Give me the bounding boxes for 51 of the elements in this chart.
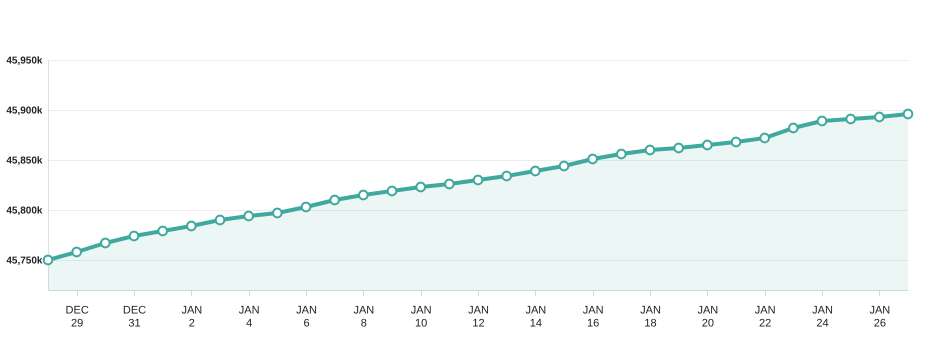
point bbox=[587, 154, 598, 164]
point bbox=[186, 220, 197, 232]
x-tick-label: JAN 22 bbox=[754, 304, 776, 330]
point bbox=[702, 140, 713, 150]
point bbox=[128, 230, 140, 242]
point bbox=[759, 132, 770, 144]
point bbox=[71, 246, 82, 258]
x-tick-label: JAN 16 bbox=[582, 304, 604, 330]
point bbox=[329, 194, 340, 206]
x-tick-label: JAN 24 bbox=[812, 304, 833, 330]
point bbox=[272, 208, 283, 218]
point bbox=[558, 160, 570, 172]
point bbox=[673, 142, 684, 154]
x-tick-label: JAN 10 bbox=[410, 304, 432, 330]
point bbox=[472, 174, 484, 186]
point bbox=[444, 178, 455, 190]
x-tick-label: DEC 29 bbox=[66, 304, 89, 330]
point bbox=[214, 214, 226, 226]
point bbox=[530, 166, 541, 176]
point bbox=[845, 114, 856, 124]
point bbox=[730, 136, 742, 148]
point bbox=[874, 112, 885, 122]
x-tick-label: DEC 31 bbox=[122, 304, 146, 330]
point bbox=[42, 254, 54, 266]
y-tick-label: 45,950k bbox=[6, 56, 43, 66]
point bbox=[243, 210, 254, 222]
point bbox=[501, 170, 512, 182]
point bbox=[300, 202, 312, 212]
x-tick-label: JAN 18 bbox=[640, 304, 661, 330]
x-tick-label: JAN 2 bbox=[181, 304, 202, 330]
point bbox=[616, 148, 627, 160]
x-tick-label: JAN 4 bbox=[238, 304, 260, 330]
point bbox=[157, 226, 168, 236]
y-tick-label: 45,850k bbox=[6, 156, 43, 166]
point bbox=[788, 122, 799, 134]
point bbox=[386, 186, 398, 196]
x-tick-label: JAN 14 bbox=[525, 304, 546, 330]
y-tick-label: 45,800k bbox=[6, 206, 43, 216]
x-tick-label: JAN 12 bbox=[468, 304, 489, 330]
x-tick-label: JAN 26 bbox=[869, 304, 890, 330]
point bbox=[358, 190, 369, 200]
point bbox=[415, 182, 426, 192]
point bbox=[100, 238, 111, 248]
x-tick-label: JAN 8 bbox=[353, 304, 374, 330]
point bbox=[644, 144, 656, 156]
y-tick-label: 45,900k bbox=[6, 106, 43, 116]
x-tick-label: JAN 6 bbox=[296, 304, 317, 330]
point bbox=[816, 116, 828, 126]
x-tick-label: JAN 20 bbox=[697, 304, 718, 330]
y-tick-label: 45,750k bbox=[6, 256, 43, 266]
point bbox=[902, 108, 914, 120]
